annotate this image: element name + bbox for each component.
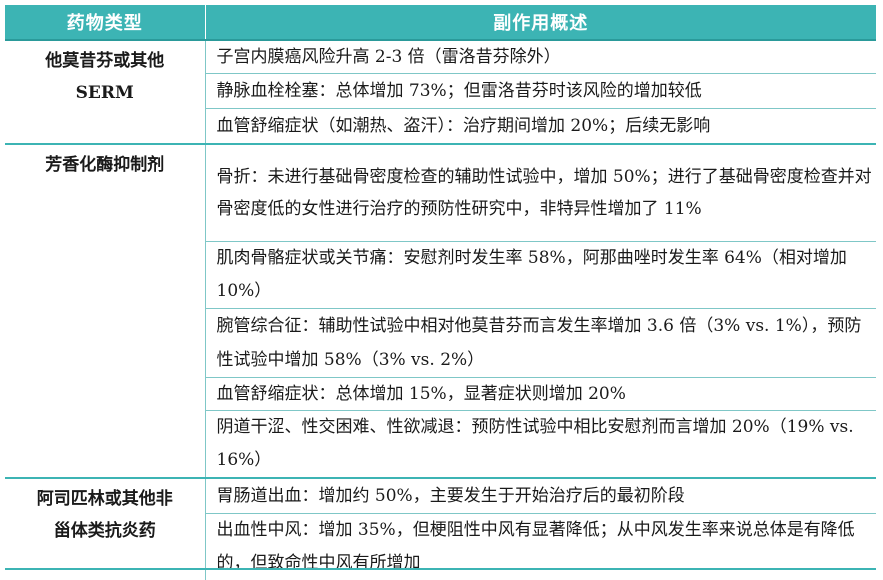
side-effect-cell: 胃肠道出血：增加约 50%，主要发生于开始治疗后的最初阶段 (205, 478, 876, 514)
side-effect-cell: 阴道干涩、性交困难、性欲减退：预防性试验中相比安慰剂而言增加 20%（19% v… (205, 411, 876, 479)
table-bottom-border (5, 568, 876, 570)
side-effect-cell: 静脉血栓栓塞：总体增加 73%；但雷洛昔芬时该风险的增加较低 (205, 74, 876, 109)
header-drug-type: 药物类型 (5, 5, 205, 40)
category-cell-nsaid: 阿司匹林或其他非 甾体类抗炎药 (5, 478, 205, 580)
table-header-row: 药物类型 副作用概述 (5, 5, 876, 40)
header-side-effect-summary: 副作用概述 (205, 5, 876, 40)
side-effect-cell: 出血性中风：增加 35%，但梗阻性中风有显著降低；从中风发生率来说总体是有降低的… (205, 514, 876, 580)
side-effect-cell: 腕管综合征：辅助性试验中相对他莫昔芬而言发生率增加 3.6 倍（3% vs. 1… (205, 309, 876, 378)
table-row: 阿司匹林或其他非 甾体类抗炎药 胃肠道出血：增加约 50%，主要发生于开始治疗后… (5, 478, 876, 514)
category-label: SERM (11, 77, 199, 109)
table-row: 他莫昔芬或其他 SERM 子宫内膜癌风险升高 2-3 倍（雷洛昔芬除外） (5, 40, 876, 74)
side-effects-table: 药物类型 副作用概述 他莫昔芬或其他 SERM 子宫内膜癌风险升高 2-3 倍（… (5, 5, 876, 580)
category-cell-serm: 他莫昔芬或其他 SERM (5, 40, 205, 144)
category-label: 阿司匹林或其他非 (11, 483, 199, 515)
table-row: 芳香化酶抑制剂 骨折：未进行基础骨密度检查的辅助性试验中，增加 50%；进行了基… (5, 144, 876, 242)
category-label: 甾体类抗炎药 (11, 515, 199, 547)
category-label: 他莫昔芬或其他 (11, 45, 199, 77)
category-label: 芳香化酶抑制剂 (11, 149, 199, 181)
side-effect-cell: 骨折：未进行基础骨密度检查的辅助性试验中，增加 50%；进行了基础骨密度检查并对… (205, 144, 876, 242)
side-effect-cell: 子宫内膜癌风险升高 2-3 倍（雷洛昔芬除外） (205, 40, 876, 74)
side-effect-cell: 血管舒缩症状（如潮热、盗汗）：治疗期间增加 20%；后续无影响 (205, 109, 876, 145)
category-cell-aromatase-inhibitor: 芳香化酶抑制剂 (5, 144, 205, 478)
side-effect-cell: 血管舒缩症状：总体增加 15%，显著症状则增加 20% (205, 378, 876, 411)
side-effect-cell: 肌肉骨骼症状或关节痛：安慰剂时发生率 58%，阿那曲唑时发生率 64%（相对增加… (205, 242, 876, 309)
